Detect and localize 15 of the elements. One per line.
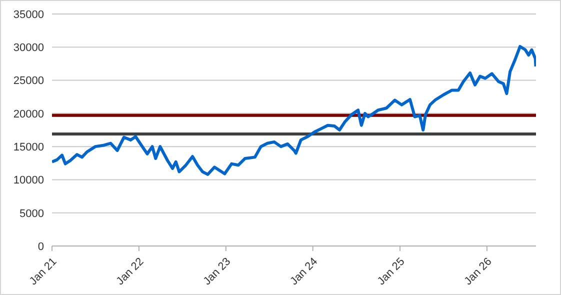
y-tick-label: 20000 xyxy=(13,108,44,120)
line-series xyxy=(52,44,536,176)
x-tick-label: Jan 26 xyxy=(462,256,494,288)
x-tick-label: Jan 23 xyxy=(201,256,234,288)
x-tick-label: Jan 25 xyxy=(375,256,408,288)
x-tick-label: Jan 24 xyxy=(288,256,320,288)
y-tick-label: 0 xyxy=(38,240,44,253)
x-tick-label: Jan 21 xyxy=(27,256,60,288)
y-tick-label: 5000 xyxy=(20,208,44,220)
y-tick-label: 30000 xyxy=(13,42,44,54)
x-tick-label: Jan 22 xyxy=(114,256,146,288)
y-tick-label: 15000 xyxy=(13,141,44,154)
y-tick-label: 10000 xyxy=(13,174,44,187)
y-tick-label: 25000 xyxy=(13,75,44,88)
y-tick-label: 35000 xyxy=(13,8,44,21)
